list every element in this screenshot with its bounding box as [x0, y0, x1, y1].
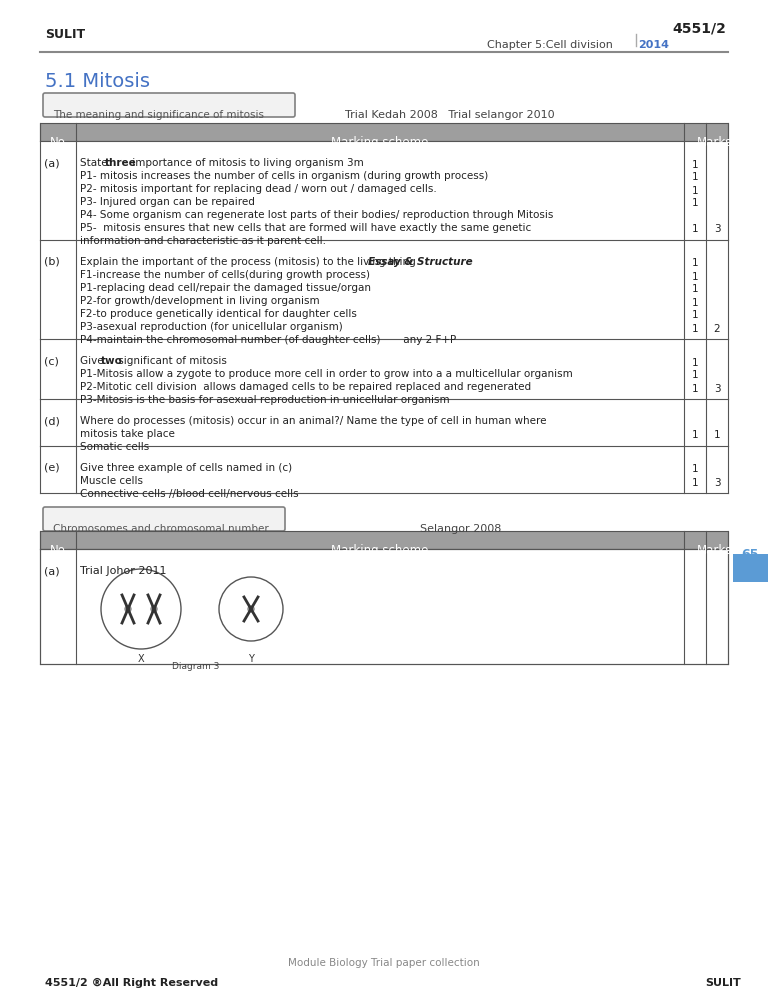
Text: Trial Kedah 2008   Trial selangor 2010: Trial Kedah 2008 Trial selangor 2010 — [345, 110, 554, 120]
Text: Selangor 2008: Selangor 2008 — [420, 524, 502, 534]
Text: Marks: Marks — [697, 544, 733, 557]
Text: 2: 2 — [713, 323, 720, 334]
Text: 1: 1 — [692, 199, 698, 209]
Text: Where do processes (mitosis) occur in an animal?/ Name the type of cell in human: Where do processes (mitosis) occur in an… — [80, 416, 547, 426]
Text: 1: 1 — [692, 323, 698, 334]
Text: F2-to produce genetically identical for daughter cells: F2-to produce genetically identical for … — [80, 309, 357, 319]
FancyBboxPatch shape — [43, 507, 285, 531]
Bar — [40, 240, 728, 339]
Text: Marks: Marks — [697, 136, 733, 149]
Text: (a): (a) — [44, 566, 60, 576]
Circle shape — [219, 577, 283, 641]
Text: Chapter 5:Cell division: Chapter 5:Cell division — [487, 40, 613, 50]
Text: (e): (e) — [44, 463, 60, 473]
Text: P1-Mitosis allow a zygote to produce more cell in order to grow into a a multice: P1-Mitosis allow a zygote to produce mor… — [80, 369, 573, 379]
Text: Diagram 3: Diagram 3 — [172, 662, 220, 671]
Text: Y: Y — [248, 654, 254, 664]
Circle shape — [248, 606, 254, 612]
Text: 1: 1 — [692, 310, 698, 320]
Text: Marking scheme: Marking scheme — [331, 544, 429, 557]
Text: importance of mitosis to living organism 3m: importance of mitosis to living organism… — [129, 158, 364, 168]
Text: 1: 1 — [692, 271, 698, 281]
Text: P4- Some organism can regenerate lost parts of their bodies/ reproduction throug: P4- Some organism can regenerate lost pa… — [80, 210, 554, 220]
Text: The meaning and significance of mitosis: The meaning and significance of mitosis — [53, 110, 264, 120]
Text: 1: 1 — [692, 358, 698, 368]
Text: P1-replacing dead cell/repair the damaged tissue/organ: P1-replacing dead cell/repair the damage… — [80, 283, 371, 293]
Text: SULIT: SULIT — [705, 978, 741, 988]
Bar — [40, 446, 728, 493]
Text: 1: 1 — [692, 430, 698, 440]
FancyBboxPatch shape — [43, 93, 295, 117]
Text: X: X — [137, 654, 144, 664]
Text: 3: 3 — [713, 225, 720, 235]
Text: Muscle cells: Muscle cells — [80, 476, 143, 486]
Text: P3- Injured organ can be repaired: P3- Injured organ can be repaired — [80, 197, 255, 207]
Bar — [40, 123, 728, 141]
Text: (d): (d) — [44, 416, 60, 426]
Text: P2- mitosis important for replacing dead / worn out / damaged cells.: P2- mitosis important for replacing dead… — [80, 184, 437, 194]
Text: 3: 3 — [713, 384, 720, 394]
Text: mitosis take place: mitosis take place — [80, 429, 175, 439]
Text: P2-for growth/development in living organism: P2-for growth/development in living orga… — [80, 296, 319, 306]
Text: 2014: 2014 — [638, 40, 669, 50]
Text: 3: 3 — [713, 477, 720, 487]
Circle shape — [101, 569, 181, 649]
Text: State: State — [80, 158, 111, 168]
Text: 1: 1 — [692, 297, 698, 307]
Text: 1: 1 — [692, 464, 698, 474]
Text: 1: 1 — [713, 430, 720, 440]
Text: 1: 1 — [692, 173, 698, 183]
Text: (a): (a) — [44, 158, 60, 168]
Text: Marking scheme: Marking scheme — [331, 136, 429, 149]
Bar — [40, 531, 728, 549]
Text: Give three example of cells named in (c): Give three example of cells named in (c) — [80, 463, 292, 473]
Text: 1: 1 — [692, 159, 698, 170]
Text: information and characteristic as it parent cell.: information and characteristic as it par… — [80, 236, 326, 246]
Text: P1- mitosis increases the number of cells in organism (during growth process): P1- mitosis increases the number of cell… — [80, 171, 488, 181]
Text: P2-Mitotic cell division  allows damaged cells to be repaired replaced and regen: P2-Mitotic cell division allows damaged … — [80, 382, 531, 392]
Text: P3-Mitosis is the basis for asexual reproduction in unicellular organism: P3-Mitosis is the basis for asexual repr… — [80, 395, 449, 405]
Text: three: three — [105, 158, 137, 168]
Text: P5-  mitosis ensures that new cells that are formed will have exactly the same g: P5- mitosis ensures that new cells that … — [80, 223, 531, 233]
Text: two: two — [101, 356, 123, 366]
Text: 1: 1 — [692, 284, 698, 294]
Bar — [40, 141, 728, 240]
Text: P4-maintain the chromosomal number (of daughter cells)       any 2 F+P: P4-maintain the chromosomal number (of d… — [80, 335, 456, 345]
Text: Trial Johor 2011: Trial Johor 2011 — [80, 566, 167, 576]
Text: 5.1 Mitosis: 5.1 Mitosis — [45, 72, 150, 91]
Bar — [40, 339, 728, 399]
Text: P3-asexual reproduction (for unicellular organism): P3-asexual reproduction (for unicellular… — [80, 322, 343, 332]
Text: Somatic cells: Somatic cells — [80, 442, 149, 452]
Text: 1: 1 — [692, 225, 698, 235]
Bar — [733, 554, 768, 582]
Text: significant of mitosis: significant of mitosis — [115, 356, 227, 366]
Circle shape — [151, 606, 157, 612]
Text: 1: 1 — [692, 258, 698, 268]
Bar — [40, 399, 728, 446]
Text: 4551/2 ®All Right Reserved: 4551/2 ®All Right Reserved — [45, 978, 218, 988]
Text: SULIT: SULIT — [45, 28, 85, 41]
Circle shape — [125, 606, 131, 612]
Text: 1: 1 — [692, 477, 698, 487]
Text: No: No — [50, 136, 66, 149]
Text: Essay & Structure: Essay & Structure — [369, 257, 473, 267]
Text: No: No — [50, 544, 66, 557]
Text: Chromosomes and chromosomal number: Chromosomes and chromosomal number — [53, 524, 269, 534]
Text: F1-increase the number of cells(during growth process): F1-increase the number of cells(during g… — [80, 270, 370, 280]
Text: (b): (b) — [44, 257, 60, 267]
Bar — [40, 549, 728, 664]
Text: 65: 65 — [741, 548, 759, 561]
Text: Connective cells //blood cell/nervous cells: Connective cells //blood cell/nervous ce… — [80, 489, 299, 499]
Text: (c): (c) — [44, 356, 59, 366]
Text: 1: 1 — [692, 371, 698, 381]
Text: Module Biology Trial paper collection: Module Biology Trial paper collection — [288, 958, 480, 968]
Text: Give: Give — [80, 356, 107, 366]
Text: Explain the important of the process (mitosis) to the living thing: Explain the important of the process (mi… — [80, 257, 425, 267]
Text: 4551/2: 4551/2 — [672, 22, 726, 36]
Text: 1: 1 — [692, 384, 698, 394]
Text: 1: 1 — [692, 186, 698, 196]
